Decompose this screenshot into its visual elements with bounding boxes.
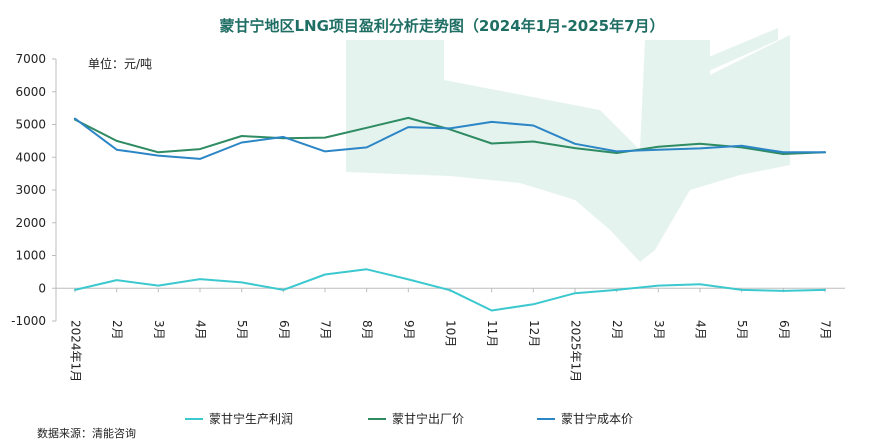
y-tick-label: 4000 [15, 150, 46, 164]
y-tick-label: 7000 [15, 52, 46, 66]
legend: 蒙甘宁生产利润 蒙甘宁出厂价 蒙甘宁成本价 [185, 411, 633, 426]
chart-title: 蒙甘宁地区LNG项目盈利分析走势图（2024年1月-2025年7月） [219, 17, 664, 35]
legend-label: 蒙甘宁生产利润 [209, 411, 293, 426]
x-tick-label: 7月 [819, 320, 833, 340]
legend-label: 蒙甘宁出厂价 [392, 411, 464, 426]
y-tick-label: 3000 [15, 183, 46, 197]
unit-label: 单位：元/吨 [88, 56, 152, 71]
x-tick-label: 2月 [610, 320, 624, 340]
watermark-logo [346, 28, 790, 262]
x-tick-label: 2月 [110, 320, 124, 340]
x-tick-label: 5月 [735, 320, 749, 340]
x-tick-label: 12月 [527, 320, 541, 347]
y-tick-label: 6000 [15, 85, 46, 99]
x-tick-label: 9月 [402, 320, 416, 340]
x-tick-label: 7月 [319, 320, 333, 340]
x-tick-label: 5月 [235, 320, 249, 340]
y-tick-label: 5000 [15, 118, 46, 132]
x-tick-label: 10月 [444, 320, 458, 347]
x-tick-label: 11月 [485, 320, 499, 347]
x-tick-label: 8月 [360, 320, 374, 340]
axes: -1000 0 1000 2000 3000 4000 5000 6000 7000 2024年1… [11, 52, 845, 382]
x-tick-label: 4月 [194, 320, 208, 340]
x-tick-label: 4月 [694, 320, 708, 340]
x-tick-label: 6月 [777, 320, 791, 340]
series-line-1 [74, 268, 826, 312]
x-tick-label: 3月 [152, 320, 166, 340]
legend-label: 蒙甘宁成本价 [561, 411, 633, 426]
y-tick-label: -1000 [11, 314, 46, 328]
x-tick-label: 6月 [277, 320, 291, 340]
series-layer [74, 116, 826, 312]
source-note: 数据来源：清能咨询 [37, 426, 136, 440]
x-tick-label: 3月 [652, 320, 666, 340]
y-tick-label: 0 [38, 281, 46, 295]
x-tick-label: 2024年1月 [69, 320, 83, 382]
x-tick-label: 2025年1月 [569, 320, 583, 382]
y-tick-label: 2000 [15, 216, 46, 230]
y-tick-label: 1000 [15, 249, 46, 263]
series-line-3 [74, 117, 826, 160]
